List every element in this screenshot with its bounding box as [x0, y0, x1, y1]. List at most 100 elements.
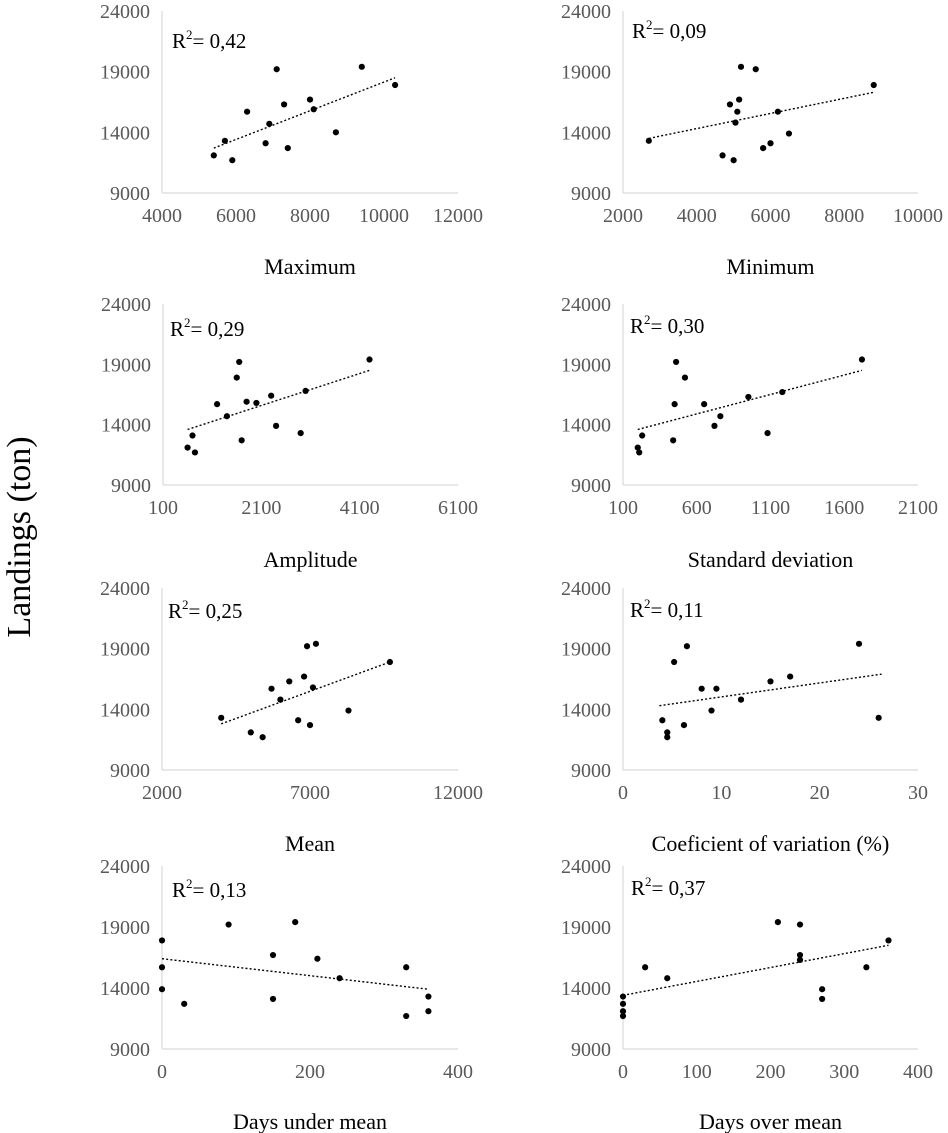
x-tick-label: 0	[157, 1061, 167, 1083]
data-point	[736, 96, 743, 103]
data-point	[229, 157, 236, 164]
data-point	[737, 696, 745, 703]
y-tick-label: 14000	[100, 978, 150, 1000]
data-point	[701, 401, 708, 408]
data-point	[732, 119, 739, 126]
data-point	[269, 951, 277, 959]
data-point	[269, 995, 277, 1003]
x-tick-label: 400	[903, 1061, 933, 1083]
x-tick-label: 4100	[340, 497, 380, 519]
r-squared-annotation: R2= 0,25	[168, 597, 242, 623]
x-tick-label: 0	[618, 1061, 628, 1083]
data-point	[310, 106, 317, 113]
x-tick-label: 10000	[359, 205, 409, 227]
y-tick-label: 24000	[100, 856, 150, 878]
y-tick-label: 9000	[571, 183, 611, 205]
x-tick-label: 1600	[824, 497, 864, 519]
data-point	[306, 722, 314, 729]
y-tick-label: 24000	[561, 1, 611, 23]
data-point	[796, 956, 804, 964]
data-point	[262, 140, 269, 147]
r-squared-annotation: R2= 0,11	[630, 596, 704, 622]
data-point	[634, 444, 641, 451]
x-tick-label: 100	[682, 1061, 712, 1083]
data-point	[645, 137, 652, 144]
data-point	[292, 919, 299, 926]
data-point	[213, 401, 221, 408]
data-point	[698, 685, 705, 692]
x-tick-label: 30	[908, 782, 928, 804]
data-point	[619, 1000, 627, 1007]
y-tick-label: 9000	[110, 1039, 150, 1061]
data-point	[345, 707, 352, 714]
r-squared-annotation: R2= 0,42	[172, 27, 246, 53]
data-point	[309, 684, 317, 691]
data-point	[875, 714, 882, 721]
y-tick-label: 24000	[100, 578, 150, 600]
data-point	[295, 717, 302, 724]
data-point	[713, 685, 720, 692]
data-point	[719, 152, 726, 159]
data-point	[210, 152, 217, 159]
x-tick-label: 7000	[290, 782, 330, 804]
data-point	[774, 108, 781, 115]
data-point	[386, 658, 394, 666]
y-tick-label: 14000	[101, 415, 151, 437]
y-tick-label: 14000	[100, 699, 150, 721]
data-point	[268, 685, 275, 692]
data-point	[870, 81, 877, 89]
data-point	[243, 398, 250, 405]
x-tick-label: 2100	[898, 497, 938, 519]
y-tick-label: 19000	[101, 354, 151, 376]
x-axis-label: Days under mean	[233, 1109, 387, 1133]
data-point	[734, 108, 741, 115]
data-point	[223, 413, 231, 420]
data-point	[184, 444, 191, 451]
x-tick-label: 6100	[438, 497, 478, 519]
data-point	[767, 678, 774, 685]
y-tick-label: 24000	[561, 578, 611, 600]
data-point	[785, 130, 793, 137]
data-point	[332, 129, 339, 136]
data-point	[819, 986, 826, 993]
data-point	[238, 437, 245, 444]
data-point	[158, 964, 166, 971]
data-point	[221, 137, 228, 144]
data-point	[819, 995, 826, 1003]
data-point	[425, 993, 432, 1000]
data-point	[885, 937, 892, 944]
data-point	[403, 964, 410, 971]
data-point	[619, 1008, 627, 1015]
y-tick-label: 19000	[561, 62, 611, 84]
data-point	[303, 643, 311, 650]
trend-line	[161, 958, 429, 990]
y-tick-label: 24000	[561, 294, 611, 316]
data-point	[863, 964, 870, 971]
x-tick-label: 300	[829, 1061, 859, 1083]
data-point	[297, 430, 304, 437]
data-point	[858, 356, 866, 363]
data-point	[774, 919, 781, 926]
r-squared-annotation: R2= 0,37	[631, 874, 705, 900]
x-axis-label: Coeficient of variation (%)	[652, 831, 890, 856]
r-squared-annotation: R2= 0,30	[630, 312, 704, 338]
data-point	[189, 432, 196, 439]
x-axis-label: Mean	[285, 831, 335, 856]
y-tick-label: 14000	[561, 699, 611, 721]
data-point	[796, 951, 804, 959]
y-tick-label: 24000	[100, 1, 150, 23]
data-point	[218, 714, 225, 721]
y-tick-label: 9000	[110, 760, 150, 782]
x-tick-label: 100	[148, 497, 178, 519]
x-axis-label: Minimum	[726, 254, 814, 279]
x-axis-label: Days over mean	[699, 1109, 842, 1133]
y-tick-label: 19000	[561, 917, 611, 939]
y-tick-label: 9000	[111, 475, 151, 497]
x-tick-label: 8000	[824, 205, 864, 227]
y-tick-label: 14000	[561, 415, 611, 437]
data-point	[366, 356, 373, 363]
x-tick-label: 400	[443, 1061, 473, 1083]
r-squared-annotation: R2= 0,29	[170, 315, 244, 341]
data-point	[425, 1008, 432, 1015]
scatter-panel: 9000 14000 19000 24000 0 200 400 Days under mea…	[100, 856, 473, 1133]
